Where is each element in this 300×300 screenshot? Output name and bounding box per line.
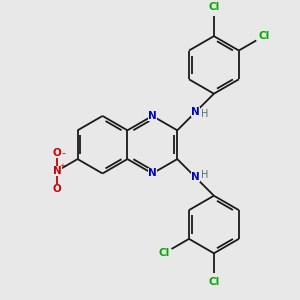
Text: Cl: Cl (208, 277, 220, 287)
Text: Cl: Cl (258, 31, 269, 41)
Text: N: N (148, 111, 157, 121)
Text: Cl: Cl (208, 2, 220, 12)
Text: O: O (53, 148, 62, 158)
Text: -: - (61, 148, 65, 158)
Text: Cl: Cl (158, 248, 170, 258)
Text: N: N (148, 169, 157, 178)
Text: N: N (53, 166, 62, 176)
Text: O: O (53, 184, 62, 194)
Text: +: + (59, 163, 65, 169)
Text: H: H (201, 170, 208, 180)
Text: N: N (191, 107, 200, 117)
Text: H: H (201, 109, 208, 119)
Text: N: N (191, 172, 200, 182)
